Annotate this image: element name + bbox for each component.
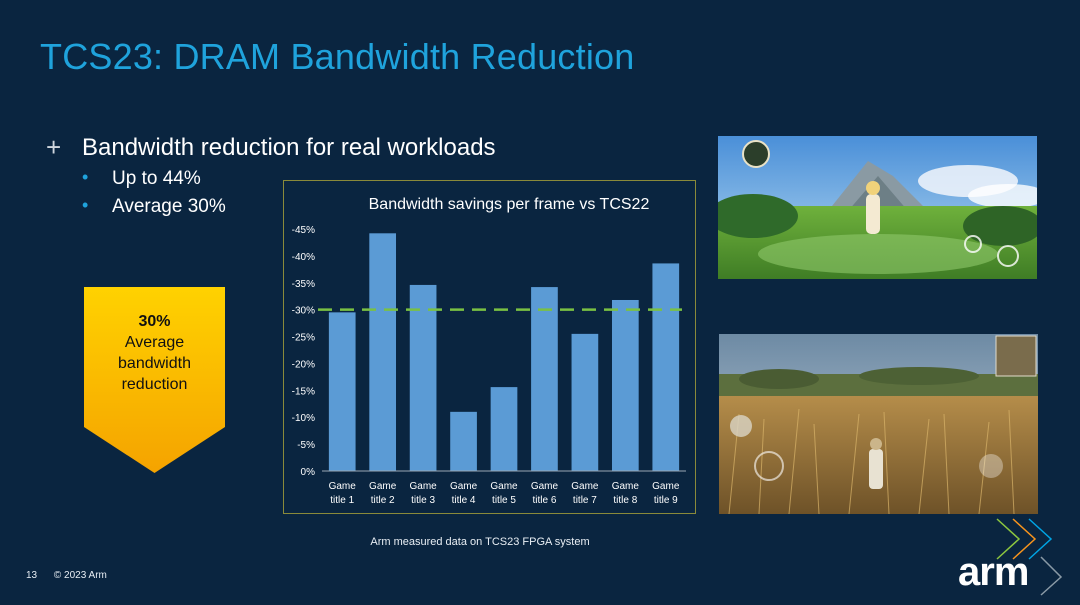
plus-cross-icon: + [46,132,62,162]
x-tick-label: title 5 [492,495,516,506]
x-tick-label: title 1 [330,495,354,506]
y-tick-label: -25% [292,333,315,344]
y-tick-label: -40% [292,252,315,263]
x-tick-label: title 9 [654,495,678,506]
x-tick-label: title 7 [573,495,597,506]
x-tick-label: title 2 [371,495,395,506]
x-tick-label: title 6 [532,495,556,506]
x-tick-label: Game [409,481,437,492]
copyright: © 2023 Arm [53,570,107,581]
callout-line: Average [124,334,185,351]
chart-svg: Bandwidth savings per frame vs TCS22 0% -5… [292,196,686,506]
arm-chevrons-icon [996,518,1063,596]
x-tick-label: Game [531,481,559,492]
callout-arrow-shape [84,287,225,473]
x-tick-label: title 3 [411,495,435,506]
x-tick-label: Game [612,481,640,492]
y-tick-label: -15% [292,386,315,397]
callout-text: 30% Average bandwidth reduction [84,311,225,395]
sub-bullet-text: Average 30% [112,196,226,217]
bar [369,233,397,471]
x-tick-label: Game [369,481,397,492]
game-screenshot-wheat-field [719,334,1038,514]
bar [328,312,356,471]
bullet-dot-icon: • [82,167,89,187]
bullet-dot-icon: • [82,195,89,215]
x-tick-label: Game [652,481,680,492]
bullet-main-text: Bandwidth reduction for real workloads [82,134,496,161]
footer: 13 © 2023 Arm [26,570,107,581]
y-tick-label: -35% [292,279,315,290]
bar [409,284,437,471]
callout-value: 30% [138,313,171,330]
average-callout: 30% Average bandwidth reduction [84,287,225,473]
bar [531,287,558,471]
page-number: 13 [26,570,38,581]
sub-bullet: • Up to 44% [46,167,496,190]
footnote: Arm measured data on TCS23 FPGA system [370,536,590,548]
bullet-main: + Bandwidth reduction for real workloads [46,132,496,162]
x-tick-label: title 4 [452,495,476,506]
bar [490,387,518,471]
bar [652,263,680,471]
slide-title: TCS23: DRAM Bandwidth Reduction [40,36,635,77]
y-tick-label: 0% [301,467,316,478]
y-tick-label: -10% [292,413,315,424]
sub-bullet-text: Up to 44% [112,168,201,189]
bandwidth-chart: Bandwidth savings per frame vs TCS22 0% -5… [283,180,696,514]
bar [450,411,477,471]
bar [611,299,639,471]
x-tick-label: Game [490,481,518,492]
bullet-list: + Bandwidth reduction for real workloads… [46,132,496,218]
x-tick-label: Game [450,481,478,492]
chart-title: Bandwidth savings per frame vs TCS22 [369,196,650,213]
game-screenshot-open-world [718,136,1037,279]
y-tick-label: -20% [292,359,315,370]
y-tick-label: -5% [297,440,315,451]
x-tick-label: Game [329,481,357,492]
y-tick-label: -30% [292,306,315,317]
sub-bullet: • Average 30% [46,195,496,218]
bar [571,333,599,471]
callout-line: bandwidth [118,355,191,372]
x-tick-label: Game [571,481,599,492]
x-tick-label: title 8 [613,495,637,506]
callout-line: reduction [121,376,188,393]
y-tick-label: -45% [292,225,315,236]
arm-logo: arm [958,550,1029,594]
